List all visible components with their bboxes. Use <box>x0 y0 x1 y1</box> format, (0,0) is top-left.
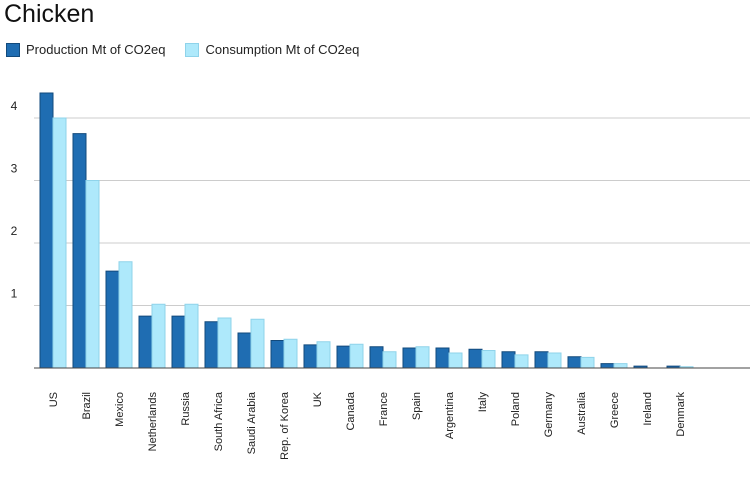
bar-consumption <box>85 180 100 369</box>
x-category-label: Denmark <box>675 392 687 437</box>
x-category-label: Italy <box>477 392 489 413</box>
x-category-label: Rep. of Korea <box>279 391 291 460</box>
legend-swatch-consumption <box>185 42 200 57</box>
chart-title: Chicken <box>4 0 95 28</box>
bar-consumption <box>283 338 298 369</box>
bar-consumption <box>547 352 562 369</box>
bar-production <box>270 340 285 369</box>
bar-consumption <box>52 117 67 369</box>
x-category-label: France <box>378 392 390 426</box>
bar-production <box>534 351 549 369</box>
x-category-label: Germany <box>543 392 555 438</box>
bar-production <box>567 356 582 369</box>
legend-label-production: Production Mt of CO2eq <box>26 42 166 57</box>
bar-consumption <box>613 363 628 369</box>
y-tick-label: 1 <box>11 287 18 301</box>
x-category-label: Mexico <box>114 392 126 427</box>
x-category-label: Poland <box>510 392 522 426</box>
bar-consumption <box>184 303 199 369</box>
bar-production <box>501 351 516 369</box>
bar-consumption <box>349 343 364 369</box>
x-category-label: UK <box>312 391 324 407</box>
bar-production <box>105 270 120 369</box>
y-tick-label: 2 <box>11 224 18 238</box>
y-tick-label: 3 <box>11 162 18 176</box>
bar-consumption <box>118 261 133 369</box>
x-category-label: Saudi Arabia <box>246 391 258 454</box>
x-category-label: Australia <box>576 391 588 435</box>
x-category-label: Ireland <box>642 392 654 426</box>
bar-consumption <box>382 351 397 369</box>
bar-production <box>600 363 615 369</box>
bar-production <box>204 321 219 369</box>
bar-production <box>39 92 54 369</box>
bar-consumption <box>250 318 265 369</box>
x-category-label: Netherlands <box>147 392 159 452</box>
bar-production <box>402 347 417 369</box>
bar-production <box>468 348 483 369</box>
bar-production <box>435 347 450 369</box>
x-category-label: US <box>48 392 60 407</box>
bar-production <box>72 133 87 369</box>
bar-consumption <box>481 350 496 369</box>
x-category-label: Brazil <box>81 392 93 420</box>
x-category-label: Spain <box>411 392 423 420</box>
bar-consumption <box>151 303 166 369</box>
bar-consumption <box>580 356 595 369</box>
y-tick-label: 4 <box>11 99 18 113</box>
legend: Production Mt of CO2eq Consumption Mt of… <box>6 42 379 57</box>
bar-consumption <box>415 346 430 369</box>
bar-production <box>237 332 252 369</box>
x-category-label: Argentina <box>444 391 456 439</box>
bar-consumption <box>217 317 232 369</box>
legend-item-production: Production Mt of CO2eq <box>6 42 165 57</box>
legend-swatch-production <box>6 42 20 57</box>
x-category-label: Greece <box>609 392 621 428</box>
bar-production <box>336 345 351 369</box>
bar-production <box>303 344 318 369</box>
bar-production <box>138 315 153 369</box>
bar-production <box>369 346 384 369</box>
legend-label-consumption: Consumption Mt of CO2eq <box>205 42 360 57</box>
bar-consumption <box>514 354 529 369</box>
x-category-label: Russia <box>180 391 192 426</box>
bar-consumption <box>316 341 331 369</box>
x-category-label: South Africa <box>213 391 225 451</box>
legend-item-consumption: Consumption Mt of CO2eq <box>185 42 359 57</box>
bar-consumption <box>448 352 463 369</box>
bar-production <box>171 315 186 369</box>
x-category-label: Canada <box>345 391 357 430</box>
